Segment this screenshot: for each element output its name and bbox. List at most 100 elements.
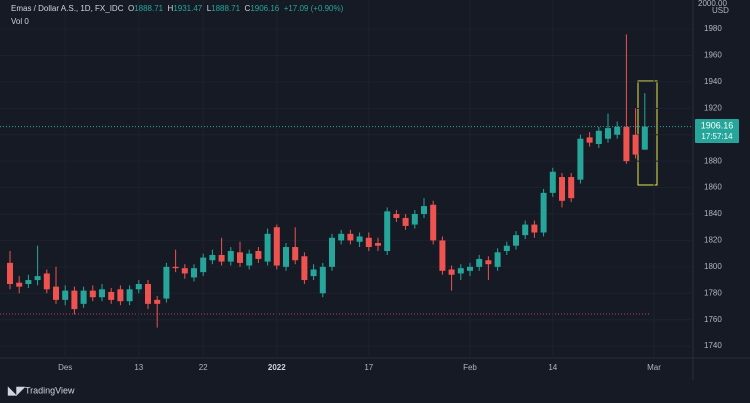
candle-body bbox=[595, 130, 602, 144]
candle-body bbox=[614, 126, 621, 135]
candle-body bbox=[347, 233, 354, 241]
axis-top-label: 2000.00 bbox=[698, 0, 727, 8]
currency: USD bbox=[712, 6, 729, 15]
candle-body bbox=[218, 254, 225, 262]
candle-body bbox=[329, 237, 335, 267]
candle-body bbox=[430, 204, 437, 241]
candle-body bbox=[439, 240, 446, 271]
candle-body bbox=[292, 247, 299, 261]
candle-body bbox=[89, 290, 96, 298]
l-label: L bbox=[206, 4, 212, 13]
candle-body bbox=[227, 250, 234, 262]
candle-body bbox=[255, 250, 262, 259]
y-tick-label: 1780 bbox=[704, 288, 722, 297]
candle-body bbox=[467, 266, 473, 271]
h-label: H bbox=[167, 4, 174, 13]
candle-body bbox=[503, 245, 510, 251]
price-label-box bbox=[695, 119, 739, 143]
candle-body bbox=[522, 224, 529, 236]
candle-body bbox=[273, 227, 280, 266]
candle-body bbox=[338, 233, 345, 241]
candle-body bbox=[145, 284, 151, 304]
y-tick-label: 1980 bbox=[704, 24, 722, 33]
volume: Vol 0 bbox=[11, 17, 29, 26]
candle-body bbox=[559, 177, 565, 201]
candle-body bbox=[25, 280, 32, 285]
candle-body bbox=[246, 253, 253, 266]
vol-label: Vol bbox=[11, 17, 23, 26]
last-price: 1906.16 bbox=[701, 120, 734, 130]
candle-body bbox=[531, 224, 538, 233]
y-tick-label: 1740 bbox=[704, 341, 722, 350]
candle-body bbox=[393, 214, 400, 218]
candle-body bbox=[34, 276, 41, 281]
x-tick-label: 2022 bbox=[268, 363, 286, 372]
candle-body bbox=[310, 269, 317, 277]
x-tick-label: Mar bbox=[647, 363, 661, 372]
y-tick-label: 1940 bbox=[704, 77, 722, 86]
brand-logo: ◣◤ TradingView bbox=[7, 385, 75, 397]
candle-body bbox=[365, 237, 372, 248]
h-value: 1931.47 bbox=[173, 4, 203, 13]
candle-body bbox=[375, 243, 381, 246]
candle-body bbox=[605, 128, 611, 139]
candle-body bbox=[568, 177, 575, 199]
candle-body bbox=[283, 247, 289, 267]
candle-body bbox=[632, 134, 639, 155]
change: +17.09 (+0.90%) bbox=[283, 4, 344, 13]
x-tick-label: 13 bbox=[134, 363, 143, 372]
candle-body bbox=[356, 236, 363, 242]
logo-mark: ◣◤ bbox=[7, 385, 25, 397]
candle-body bbox=[485, 260, 492, 265]
candle-body bbox=[384, 211, 391, 251]
y-tick-label: 1880 bbox=[704, 156, 722, 165]
candle-body bbox=[549, 171, 556, 193]
candle-body bbox=[494, 252, 501, 267]
candle-body bbox=[623, 126, 630, 162]
x-tick-label: 17 bbox=[364, 363, 373, 372]
candle-body bbox=[237, 252, 243, 263]
x-tick-label: 14 bbox=[548, 363, 557, 372]
x-tick-label: Des bbox=[58, 363, 72, 372]
symbol: Emas / Dollar A.S., 1D, FX_IDC bbox=[11, 4, 124, 13]
l-value: 1888.71 bbox=[211, 4, 241, 13]
y-tick-label: 1960 bbox=[704, 51, 722, 60]
candle-body bbox=[71, 290, 78, 310]
highlight-box bbox=[637, 80, 658, 186]
candle-body bbox=[43, 273, 50, 290]
y-tick-label: 1920 bbox=[704, 103, 722, 112]
candle-body bbox=[200, 257, 207, 273]
candle-body bbox=[319, 266, 326, 294]
o-label: O bbox=[127, 4, 135, 13]
candle-body bbox=[53, 286, 59, 300]
x-tick-label: Feb bbox=[463, 363, 477, 372]
candle-body bbox=[16, 282, 23, 287]
candle-body bbox=[457, 268, 464, 274]
o-value: 1888.71 bbox=[134, 4, 164, 13]
y-tick-label: 1760 bbox=[704, 315, 722, 324]
legend-header: Emas / Dollar A.S., 1D, FX_IDC O1888.71 … bbox=[11, 4, 343, 13]
y-tick-label: 1860 bbox=[704, 183, 722, 192]
candle-body bbox=[209, 254, 216, 261]
brand: TradingView bbox=[25, 385, 75, 395]
candle-body bbox=[421, 206, 427, 215]
c-value: 1906.16 bbox=[250, 4, 280, 13]
candle-body bbox=[154, 299, 161, 304]
candle-body bbox=[108, 291, 115, 300]
candle-body bbox=[7, 262, 13, 285]
x-tick-label: 22 bbox=[199, 363, 208, 372]
candle-body bbox=[513, 235, 519, 246]
candle-body bbox=[448, 269, 455, 275]
candle-body bbox=[586, 137, 593, 143]
candle-body bbox=[476, 258, 483, 267]
candle-body bbox=[99, 289, 105, 298]
y-tick-label: 1800 bbox=[704, 262, 722, 271]
candle-body bbox=[80, 290, 87, 304]
candle-body bbox=[641, 126, 648, 150]
candle-body bbox=[163, 266, 170, 299]
candle-body bbox=[172, 266, 179, 269]
y-tick-label: 1820 bbox=[704, 236, 722, 245]
candle-body bbox=[135, 284, 142, 290]
